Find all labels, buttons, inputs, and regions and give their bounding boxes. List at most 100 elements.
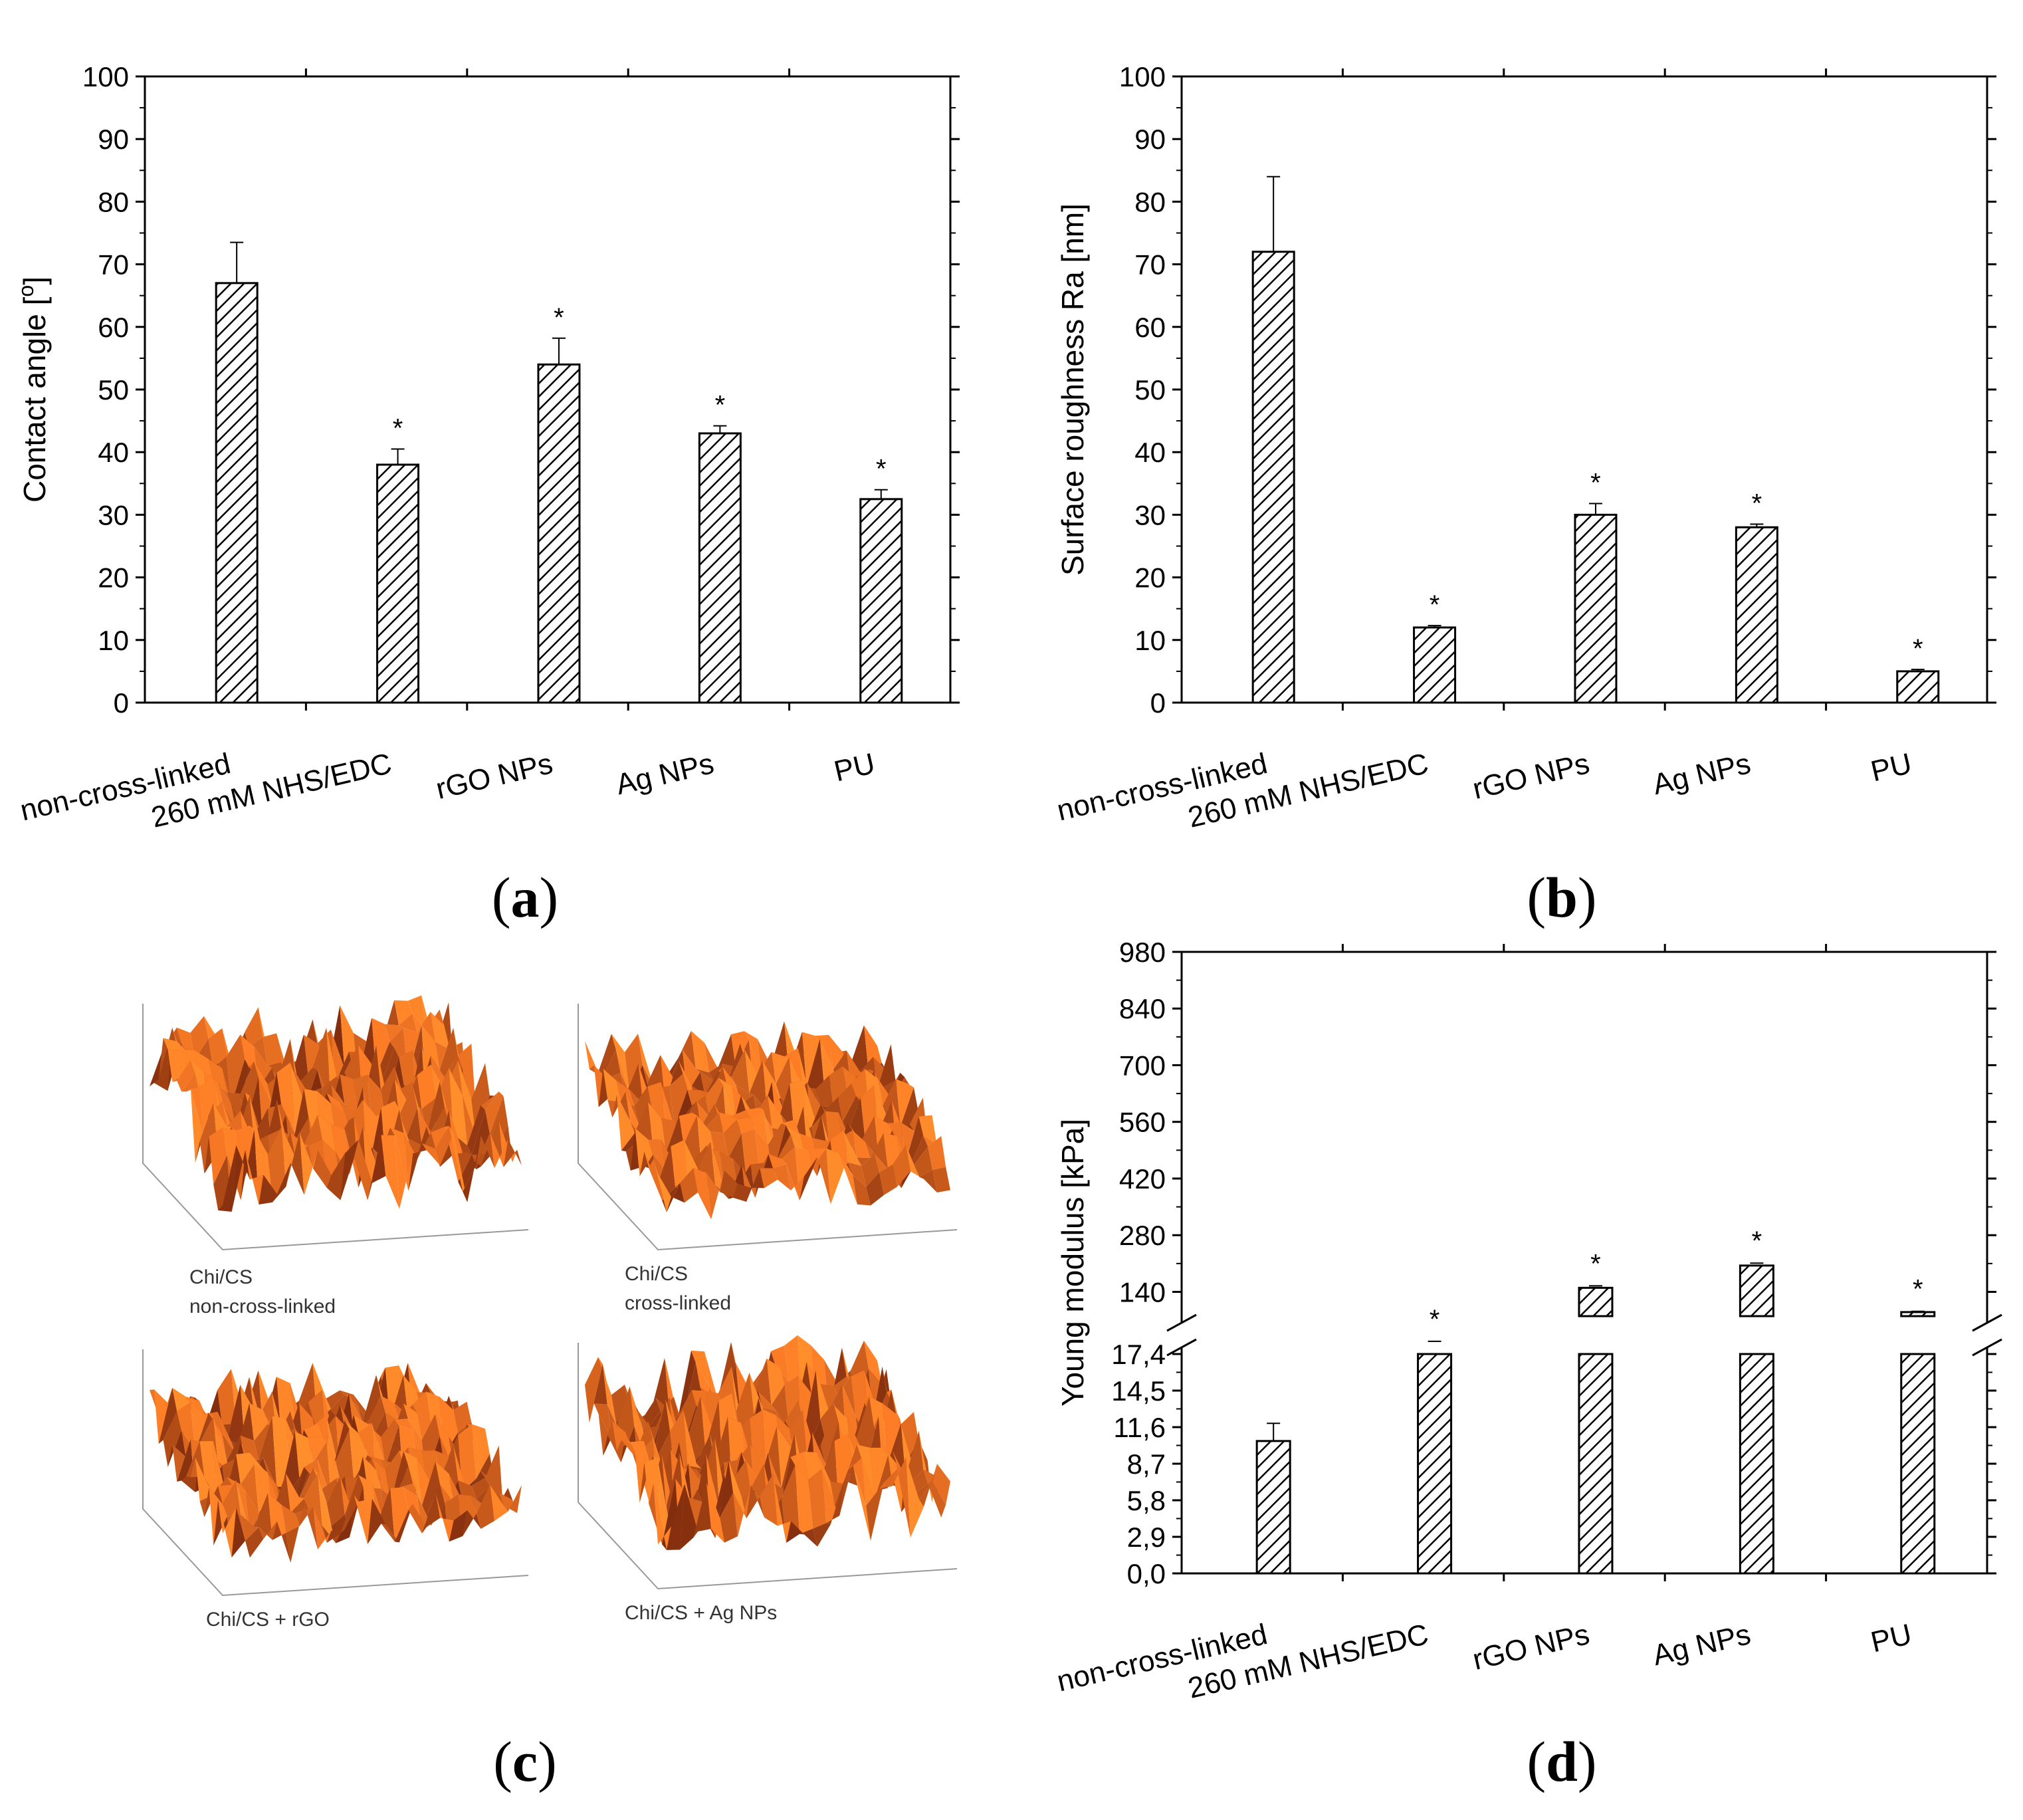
afm-facet xyxy=(603,1068,621,1102)
afm-facet xyxy=(163,1038,181,1050)
afm-facet xyxy=(286,1132,304,1195)
afm-facet xyxy=(421,1143,441,1166)
afm-facet xyxy=(678,1030,696,1069)
afm-facet xyxy=(399,1483,418,1497)
afm-facet xyxy=(793,1361,811,1422)
afm-facet xyxy=(772,1125,791,1177)
afm-facet xyxy=(403,1403,422,1440)
afm-facet xyxy=(813,1523,831,1547)
y-tick-label: 70 xyxy=(98,249,129,281)
bar xyxy=(376,463,420,704)
y-tick-label: 0 xyxy=(1150,687,1166,719)
afm-facet xyxy=(815,1370,834,1419)
afm-facet xyxy=(919,1170,937,1193)
afm-facet xyxy=(695,1068,714,1081)
y-tick-label: 20 xyxy=(98,562,129,594)
x-tick-label: PU xyxy=(1867,747,1915,788)
afm-facet xyxy=(326,1005,345,1079)
afm-facet xyxy=(688,1454,706,1513)
afm-facet xyxy=(303,1034,322,1076)
afm-facet xyxy=(736,1418,754,1471)
y-tick-label: 50 xyxy=(1134,374,1166,405)
afm-facet xyxy=(326,1477,345,1526)
afm-facet xyxy=(318,1473,336,1543)
afm-facet xyxy=(435,1461,454,1503)
afm-facet xyxy=(864,1025,882,1073)
afm-facet xyxy=(390,1127,409,1191)
afm-facet xyxy=(467,1105,486,1155)
afm-facet xyxy=(807,1115,826,1159)
afm-facet xyxy=(696,1101,714,1127)
afm-facet xyxy=(760,1168,778,1189)
afm-facet xyxy=(199,1441,218,1504)
afm-facet xyxy=(368,1498,386,1544)
x-tick-label: PU xyxy=(1867,1618,1915,1658)
afm-facet xyxy=(317,1411,336,1448)
afm-facet xyxy=(815,1034,833,1070)
afm-facet xyxy=(463,1135,481,1202)
afm-facet xyxy=(335,1393,354,1440)
afm-facet xyxy=(421,1493,441,1534)
afm-facet xyxy=(476,1132,495,1169)
y-tick-label: 17,4 xyxy=(1111,1339,1166,1370)
afm-facet xyxy=(589,1364,607,1423)
panel-label-a: (a) xyxy=(491,865,559,929)
afm-facet xyxy=(417,1012,435,1042)
afm-facet xyxy=(813,1148,831,1204)
afm-facet xyxy=(367,1482,386,1530)
y-tick-label: 140 xyxy=(1119,1276,1166,1308)
afm-facet xyxy=(254,1493,272,1540)
afm-facet xyxy=(758,1052,776,1084)
afm-facet xyxy=(879,1165,897,1195)
bar-lower-segment xyxy=(1739,1353,1774,1575)
afm-facet xyxy=(932,1167,950,1193)
afm-facet xyxy=(680,1484,698,1550)
afm-facet xyxy=(700,1071,718,1095)
afm-facet xyxy=(431,1064,449,1099)
afm-facet xyxy=(744,1031,762,1085)
significance-marker: * xyxy=(1752,489,1762,518)
afm-facet xyxy=(412,1391,431,1424)
afm-facet xyxy=(771,1345,789,1382)
afm-facet xyxy=(199,1078,218,1140)
afm-facet xyxy=(326,1529,346,1543)
bar-lower-segment xyxy=(1900,1353,1936,1575)
afm-facet xyxy=(245,1077,263,1142)
afm-facet xyxy=(367,1107,386,1175)
afm-facet xyxy=(746,1168,764,1202)
afm-facet xyxy=(259,1521,277,1540)
bar xyxy=(1735,526,1778,704)
afm-facet xyxy=(236,1452,255,1485)
significance-marker: * xyxy=(1590,1249,1601,1278)
afm-facet xyxy=(435,1028,454,1070)
significance-marker: * xyxy=(1752,1226,1762,1256)
afm-facet xyxy=(304,1473,322,1526)
afm-facet xyxy=(861,1116,879,1159)
y-tick-label: 5,8 xyxy=(1127,1485,1166,1516)
afm-facet xyxy=(203,1411,223,1434)
afm-facet xyxy=(715,1460,734,1539)
afm-facet xyxy=(381,1450,399,1470)
afm-facet xyxy=(914,1146,933,1177)
afm-facet xyxy=(417,1064,436,1109)
afm-facet xyxy=(471,1424,490,1479)
afm-facet xyxy=(340,1139,359,1200)
afm-facet xyxy=(435,1493,454,1542)
afm-facet xyxy=(254,1135,272,1177)
afm-facet xyxy=(687,1089,706,1106)
afm-facet xyxy=(312,1028,331,1103)
afm-facet xyxy=(385,1024,403,1042)
significance-marker: * xyxy=(876,455,887,484)
afm-surface-1 xyxy=(142,995,529,1251)
afm-facet xyxy=(830,1470,849,1506)
afm-facet xyxy=(808,1468,827,1529)
afm-facet xyxy=(928,1136,946,1171)
afm-facet xyxy=(408,1504,427,1534)
afm-facet xyxy=(692,1142,711,1168)
y-tick-label: 90 xyxy=(1134,124,1166,155)
afm-facet xyxy=(154,1028,173,1091)
afm-facet xyxy=(490,1132,508,1169)
afm-facet xyxy=(864,1340,882,1384)
afm-facet xyxy=(254,1061,272,1105)
afm-facet xyxy=(648,1139,667,1173)
